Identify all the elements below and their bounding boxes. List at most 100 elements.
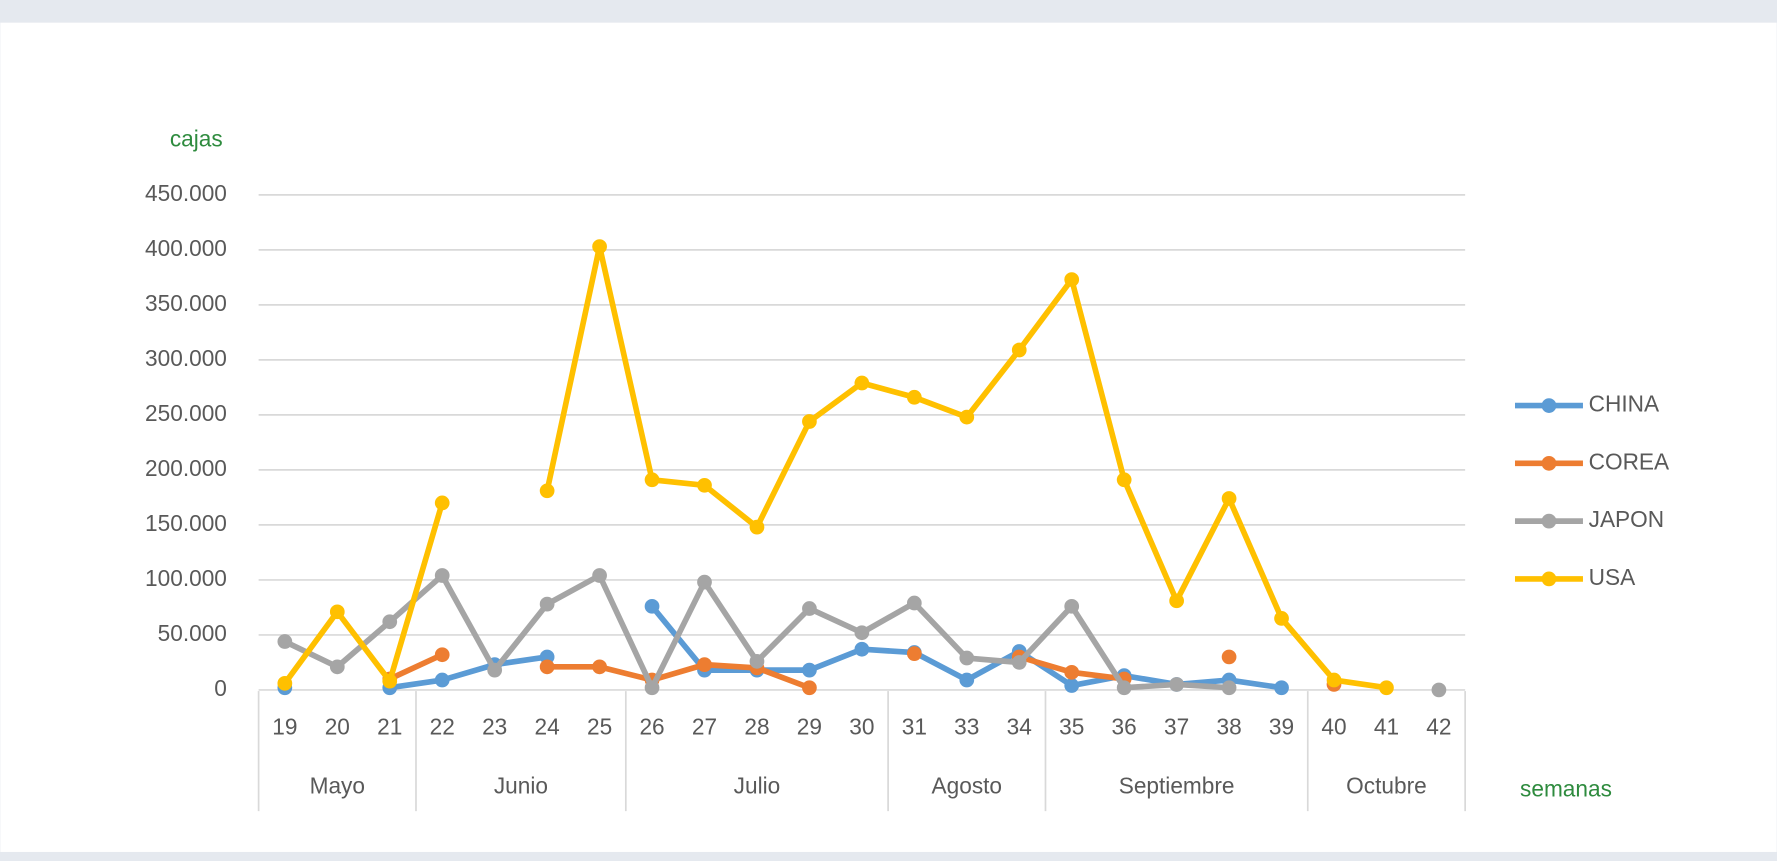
- series-marker: [382, 673, 398, 689]
- x-tick-label: 41: [1374, 713, 1399, 739]
- x-tick-label: 40: [1321, 713, 1346, 739]
- series-marker: [959, 650, 975, 666]
- x-tick-label: 37: [1164, 713, 1189, 739]
- legend-marker: [1541, 571, 1557, 587]
- y-tick-label: 350.000: [145, 290, 227, 316]
- x-tick-label: 36: [1112, 713, 1137, 739]
- x-tick-label: 35: [1059, 713, 1084, 739]
- legend-label: CHINA: [1589, 391, 1660, 417]
- series-marker: [1169, 593, 1184, 609]
- series-marker: [434, 495, 450, 511]
- x-tick-label: 27: [692, 713, 717, 739]
- legend-label: COREA: [1589, 448, 1670, 474]
- series-marker: [1431, 682, 1447, 698]
- x-tick-label: 25: [587, 713, 612, 739]
- x-tick-label: 26: [639, 713, 664, 739]
- series-marker: [802, 680, 817, 696]
- series-line: [389, 654, 548, 691]
- series-marker: [644, 472, 660, 488]
- series-marker: [539, 596, 555, 612]
- series-marker: [434, 647, 450, 663]
- series-marker: [749, 519, 765, 535]
- x-tick-label: 20: [325, 713, 350, 739]
- group-label: Julio: [734, 772, 781, 798]
- y-tick-label: 150.000: [145, 510, 227, 536]
- series-marker: [277, 634, 293, 649]
- x-tick-label: 19: [272, 713, 297, 739]
- series-marker: [802, 601, 817, 616]
- y-axis-label: cajas: [170, 125, 223, 151]
- series-marker: [644, 598, 660, 614]
- series-marker: [1221, 491, 1237, 506]
- group-label: Mayo: [310, 772, 365, 798]
- series-marker: [487, 662, 503, 678]
- series-line: [388, 652, 444, 682]
- series-marker: [382, 614, 398, 630]
- series-marker: [277, 675, 293, 691]
- legend-marker: [1541, 513, 1557, 529]
- series-marker: [1221, 680, 1237, 696]
- y-tick-label: 450.000: [145, 180, 227, 206]
- x-tick-label: 39: [1269, 713, 1294, 739]
- x-tick-label: 31: [902, 713, 927, 739]
- series-marker: [539, 659, 555, 675]
- x-tick-label: 28: [744, 713, 769, 739]
- series-line: [282, 502, 445, 686]
- y-tick-label: 300.000: [145, 345, 227, 371]
- series-marker: [1116, 472, 1132, 488]
- y-tick-label: 250.000: [145, 400, 227, 426]
- series-marker: [697, 657, 712, 672]
- y-tick-label: 100.000: [145, 565, 227, 591]
- y-tick-label: 200.000: [145, 455, 227, 481]
- series-marker: [959, 409, 975, 425]
- series-marker: [592, 239, 607, 254]
- series-marker: [697, 574, 712, 590]
- legend-marker: [1541, 398, 1557, 413]
- legend-marker: [1541, 455, 1557, 471]
- x-tick-label: 42: [1426, 713, 1451, 739]
- series-marker: [434, 672, 450, 688]
- series-marker: [1221, 649, 1237, 665]
- x-tick-label: 38: [1216, 713, 1241, 739]
- series-marker: [854, 641, 870, 657]
- series-marker: [1326, 672, 1342, 688]
- series-marker: [802, 414, 817, 429]
- series-marker: [1011, 342, 1027, 358]
- group-label: Octubre: [1346, 772, 1427, 798]
- series-marker: [1064, 664, 1080, 680]
- series-marker: [959, 672, 975, 688]
- series-marker: [697, 477, 712, 493]
- series-marker: [592, 568, 607, 583]
- x-tick-label: 30: [849, 713, 874, 739]
- x-axis-label: semanas: [1520, 776, 1612, 802]
- series-line: [547, 661, 811, 691]
- x-tick-label: 29: [797, 713, 822, 739]
- series-marker: [906, 389, 922, 405]
- series-marker: [592, 659, 607, 675]
- series-marker: [329, 604, 345, 620]
- series-marker: [539, 483, 555, 499]
- series-marker: [1274, 680, 1289, 696]
- legend-label: JAPON: [1589, 506, 1664, 532]
- series-marker: [1064, 272, 1080, 287]
- x-tick-label: 34: [1007, 713, 1032, 739]
- series-marker: [1274, 611, 1289, 626]
- series-marker: [1379, 680, 1394, 696]
- series-marker: [854, 375, 870, 391]
- series-marker: [644, 680, 660, 696]
- series-marker: [1064, 678, 1080, 693]
- group-label: Agosto: [932, 772, 1003, 798]
- series-marker: [749, 653, 765, 669]
- series-marker: [434, 568, 450, 583]
- x-tick-label: 33: [954, 713, 979, 739]
- y-tick-label: 50.000: [158, 620, 227, 646]
- series-marker: [1064, 598, 1080, 614]
- series-marker: [1116, 680, 1132, 696]
- series-marker: [854, 625, 870, 641]
- series-marker: [906, 595, 922, 611]
- x-tick-label: 21: [377, 713, 402, 739]
- y-tick-label: 400.000: [145, 235, 227, 261]
- group-label: Junio: [494, 772, 548, 798]
- y-tick-label: 0: [214, 675, 227, 701]
